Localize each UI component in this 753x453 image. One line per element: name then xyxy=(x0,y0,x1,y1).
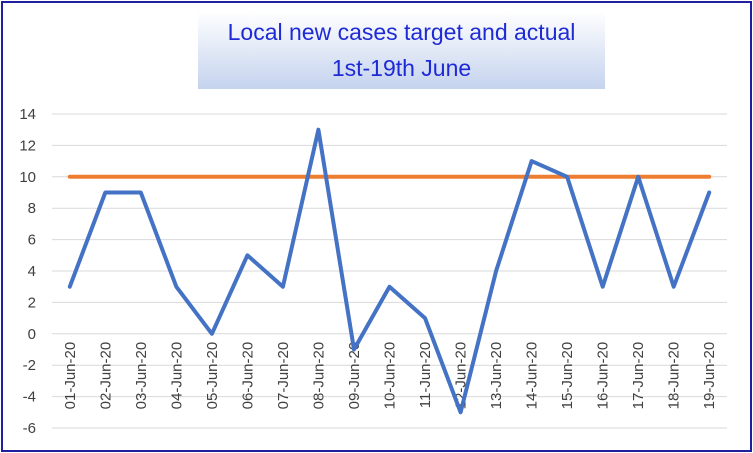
y-tick-label: 12 xyxy=(19,137,36,154)
chart-title: Local new cases target and actual xyxy=(227,19,576,45)
x-tick-label: 17-Jun-20 xyxy=(630,342,647,410)
chart-title-box: Local new cases target and actual 1st-19… xyxy=(198,11,605,89)
x-tick-label: 09-Jun-20 xyxy=(346,342,363,410)
y-tick-label: -6 xyxy=(23,420,36,437)
y-tick-label: 14 xyxy=(19,106,36,123)
y-tick-label: 8 xyxy=(28,200,36,217)
x-tick-label: 04-Jun-20 xyxy=(168,342,185,410)
y-tick-label: 0 xyxy=(28,326,36,343)
x-tick-label: 05-Jun-20 xyxy=(204,342,221,410)
x-tick-label: 15-Jun-20 xyxy=(559,342,576,410)
x-tick-label: 07-Jun-20 xyxy=(275,342,292,410)
chart-subtitle: 1st-19th June xyxy=(331,55,472,81)
x-tick-label: 03-Jun-20 xyxy=(133,342,150,410)
series-lines xyxy=(67,127,712,415)
x-tick-label: 16-Jun-20 xyxy=(595,342,612,410)
actual-series-line xyxy=(67,127,712,415)
y-tick-label: -4 xyxy=(23,389,36,406)
y-tick-label: 10 xyxy=(19,169,36,186)
gridlines xyxy=(52,113,727,429)
x-tick-label: 08-Jun-20 xyxy=(310,342,327,410)
y-tick-label: -2 xyxy=(23,357,36,374)
x-tick-label: 06-Jun-20 xyxy=(239,342,256,410)
y-axis-ticks: 14 12 10 8 6 4 2 0 -2 -4 -6 xyxy=(19,106,36,437)
x-axis-ticks: 01-Jun-20 02-Jun-20 03-Jun-20 04-Jun-20 05-J… xyxy=(62,342,718,410)
y-tick-label: 4 xyxy=(28,263,36,280)
x-tick-label: 01-Jun-20 xyxy=(62,342,79,410)
y-tick-label: 6 xyxy=(28,232,36,249)
x-tick-label: 19-Jun-20 xyxy=(701,342,718,410)
x-tick-label: 11-Jun-20 xyxy=(417,342,434,408)
x-tick-label: 13-Jun-20 xyxy=(488,342,505,410)
x-tick-label: 18-Jun-20 xyxy=(666,342,683,410)
y-tick-label: 2 xyxy=(28,294,36,311)
x-tick-label: 10-Jun-20 xyxy=(382,342,399,410)
x-tick-label: 02-Jun-20 xyxy=(97,342,114,410)
x-tick-label: 14-Jun-20 xyxy=(524,342,541,410)
